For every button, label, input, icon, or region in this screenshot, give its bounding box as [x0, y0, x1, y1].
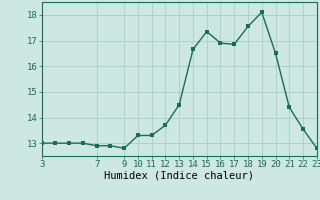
X-axis label: Humidex (Indice chaleur): Humidex (Indice chaleur)	[104, 171, 254, 181]
